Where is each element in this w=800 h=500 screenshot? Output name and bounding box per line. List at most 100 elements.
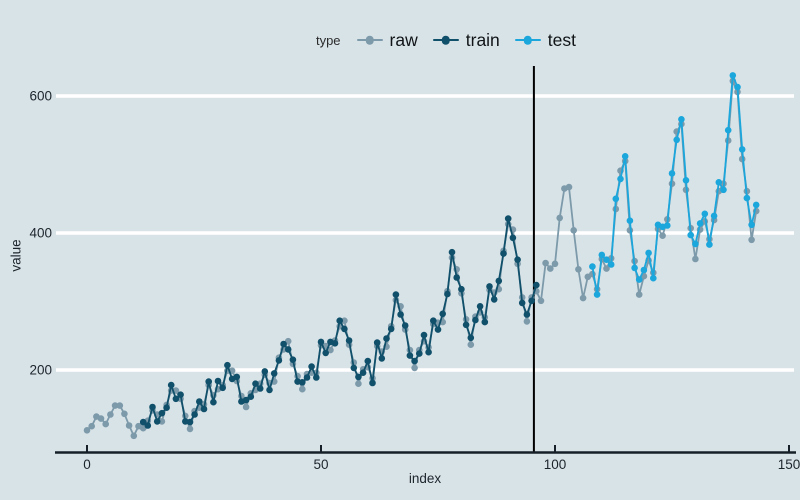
raw-data-point: [88, 422, 95, 430]
test-data-point: [607, 261, 615, 268]
train-data-point: [514, 256, 521, 264]
y-tick-label: 200: [29, 363, 52, 378]
test-data-point: [631, 264, 638, 272]
test-data-point: [743, 194, 751, 202]
train-data-point: [420, 331, 428, 339]
train-data-point: [224, 361, 231, 369]
train-data-point: [284, 346, 292, 353]
test-data-point: [687, 231, 694, 239]
train-data-point: [444, 290, 451, 298]
train-data-point: [266, 386, 273, 394]
test-data-point: [668, 170, 676, 177]
test-data-point: [729, 72, 737, 79]
train-data-point: [523, 311, 531, 318]
train-data-point: [303, 374, 311, 381]
train-data-point: [518, 299, 526, 307]
train-data-point: [486, 283, 493, 290]
x-axis-label: index: [408, 471, 442, 486]
train-data-point: [490, 296, 498, 303]
raw-data-point: [565, 183, 573, 191]
test-data-point: [593, 291, 601, 298]
train-data-point: [153, 418, 161, 425]
raw-data-point: [551, 260, 559, 268]
raw-data-point: [547, 265, 554, 272]
raw-data-point: [158, 418, 166, 425]
train-data-point: [289, 356, 297, 364]
test-data-point: [603, 256, 610, 264]
raw-data-point: [299, 385, 306, 393]
train-data-point: [406, 352, 414, 359]
test-data-point: [626, 217, 634, 224]
y-tick-label: 600: [29, 89, 52, 104]
train-data-point: [322, 349, 330, 357]
train-data-point: [387, 325, 395, 333]
test-data-point: [612, 195, 620, 203]
train-data-point: [313, 374, 320, 381]
train-data-point: [167, 381, 175, 389]
test-data-point: [734, 83, 741, 91]
raw-data-point: [102, 420, 109, 428]
train-data-point: [336, 317, 344, 325]
train-data-point: [509, 234, 517, 242]
train-data-point: [205, 378, 212, 385]
test-data-point: [645, 249, 652, 257]
train-data-point: [275, 357, 283, 364]
raw-data-point: [125, 422, 133, 429]
train-data-point: [172, 395, 180, 403]
test-data-point: [617, 175, 624, 183]
train-data-point: [345, 337, 353, 344]
train-data-point: [355, 373, 362, 381]
train-data-point: [191, 411, 198, 418]
train-data-point: [481, 318, 489, 326]
raw-data-point: [242, 403, 250, 411]
test-data-point: [752, 201, 760, 209]
x-tick-label: 0: [83, 457, 91, 472]
test-data-point: [696, 220, 704, 227]
train-data-point: [233, 373, 241, 381]
raw-data-point: [121, 410, 128, 418]
test-data-point: [724, 126, 732, 134]
test-data-point: [706, 241, 713, 248]
train-data-point: [149, 403, 156, 411]
raw-data-point: [570, 227, 577, 234]
raw-data-point: [186, 425, 194, 433]
train-data-point: [504, 215, 512, 222]
train-data-point: [434, 326, 442, 333]
train-data-point: [252, 380, 259, 388]
test-data-point: [682, 177, 690, 184]
train-data-point: [139, 418, 147, 426]
train-data-point: [416, 350, 423, 357]
raw-data-point: [467, 341, 475, 349]
train-data-point: [453, 274, 461, 281]
train-data-point: [196, 398, 203, 405]
train-data-point: [411, 357, 418, 365]
train-data-point: [219, 384, 226, 392]
raw-data-point: [659, 232, 666, 239]
train-data-point: [200, 405, 208, 413]
train-data-point: [308, 363, 315, 370]
raw-data-point: [116, 402, 124, 409]
train-data-point: [495, 277, 503, 285]
raw-data-point: [523, 318, 531, 325]
train-data-point: [533, 281, 540, 289]
test-data-point: [640, 266, 648, 274]
train-data-point: [462, 321, 470, 329]
test-series-line: [591, 74, 758, 296]
x-tick-label: 100: [544, 457, 567, 472]
raw-data-point: [130, 432, 138, 440]
train-data-point: [331, 340, 339, 347]
train-data-point: [350, 364, 358, 372]
raw-data-point: [341, 317, 348, 325]
raw-data-point: [748, 236, 755, 244]
train-data-point: [359, 369, 367, 377]
train-data-point: [144, 422, 152, 429]
test-data-point: [715, 179, 723, 186]
raw-data-point: [111, 402, 119, 409]
train-data-point: [397, 311, 404, 318]
test-data-point: [598, 251, 606, 259]
train-data-point: [299, 379, 306, 386]
test-data-point: [738, 146, 746, 153]
test-data-point: [720, 186, 727, 194]
train-data-point: [439, 310, 447, 318]
